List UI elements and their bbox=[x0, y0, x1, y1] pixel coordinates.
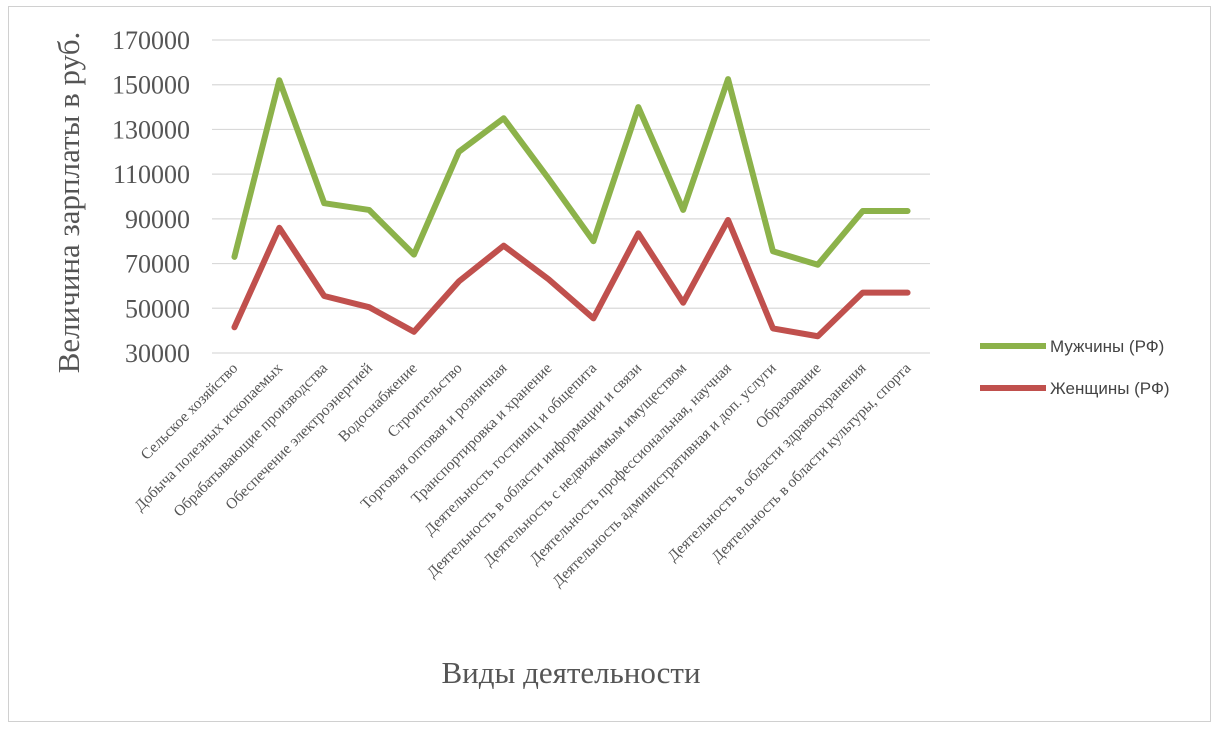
series-lines bbox=[231, 76, 911, 340]
legend-label-1: Женщины (РФ) bbox=[1050, 379, 1170, 398]
y-tick-label: 30000 bbox=[125, 339, 190, 368]
y-tick-label: 130000 bbox=[112, 115, 190, 144]
y-tick-label: 150000 bbox=[112, 71, 190, 100]
y-axis-title: Величина зарплаты в руб. bbox=[51, 32, 86, 374]
chart-frame bbox=[8, 6, 1211, 722]
y-tick-label: 170000 bbox=[112, 26, 190, 55]
series-line-1 bbox=[231, 216, 911, 340]
series-line-0 bbox=[231, 76, 911, 268]
y-tick-label: 90000 bbox=[125, 205, 190, 234]
x-axis-title: Виды деятельности bbox=[441, 655, 700, 690]
legend: Мужчины (РФ) Женщины (РФ) bbox=[980, 337, 1170, 398]
y-tick-label: 50000 bbox=[125, 294, 190, 323]
x-tick-label: Водоснабжение bbox=[335, 360, 421, 446]
y-axis-ticks: 30000 50000 70000 90000 110000 130000 150000 17… bbox=[112, 26, 190, 368]
y-tick-label: 70000 bbox=[125, 250, 190, 279]
legend-label-0: Мужчины (РФ) bbox=[1050, 337, 1164, 356]
y-tick-label: 110000 bbox=[113, 160, 190, 189]
gridlines bbox=[212, 39, 930, 354]
